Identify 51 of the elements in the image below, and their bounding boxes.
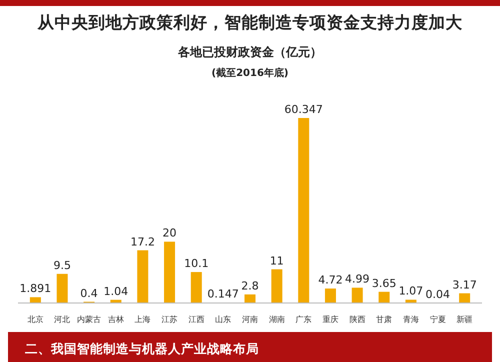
- bar: [271, 269, 282, 303]
- data-label: 0.147: [207, 288, 239, 301]
- bar: [459, 293, 470, 303]
- x-tick-label: 河北: [54, 315, 70, 324]
- bar: [405, 300, 416, 303]
- x-tick-label: 新疆: [456, 315, 473, 324]
- bar: [378, 292, 390, 303]
- x-tick-label: 江西: [188, 315, 204, 324]
- data-label: 10.1: [184, 257, 209, 270]
- chart-title: 从中央到地方政策利好，智能制造专项资金支持力度加大: [36, 13, 464, 32]
- text: 二、我国智能制造与机器人产业战略布局: [25, 341, 259, 356]
- bar: [244, 294, 256, 303]
- data-label: 3.65: [372, 276, 396, 290]
- x-tick-label: 江苏: [162, 315, 178, 324]
- x-tick-label: 宁夏: [430, 315, 446, 324]
- x-tick-label: 甘肃: [376, 315, 392, 324]
- bar: [352, 288, 363, 303]
- x-tick-label: 青海: [402, 315, 419, 324]
- text: (截至2016年底): [212, 67, 288, 79]
- data-label: 11: [270, 254, 284, 268]
- bar: [164, 242, 176, 303]
- bar: [298, 118, 310, 303]
- x-tick-label: 北京: [27, 315, 44, 324]
- x-tick-label: 河南: [242, 315, 258, 324]
- x-tick-label: 吉林: [108, 315, 124, 324]
- data-label: 1.891: [20, 282, 52, 296]
- x-tick-label: 内蒙古: [77, 315, 102, 324]
- x-tick-label: 陕西: [349, 315, 366, 324]
- chart-subtitle: 各地已投财政资金（亿元）: [177, 45, 322, 59]
- bar: [137, 250, 148, 303]
- bar: [30, 297, 41, 303]
- data-label: 4.99: [345, 272, 370, 286]
- x-tick-label: 山东: [215, 315, 232, 324]
- data-label: 4.72: [318, 274, 343, 287]
- bar: [324, 288, 336, 303]
- bar: [56, 274, 68, 303]
- data-label: 0.4: [80, 286, 98, 300]
- data-label: 1.07: [398, 284, 424, 298]
- data-label: 3.17: [452, 278, 477, 292]
- bar: [190, 272, 202, 303]
- data-label: 20: [162, 226, 177, 240]
- x-tick-label: 广东: [296, 315, 312, 324]
- data-label: 17.2: [130, 235, 155, 248]
- data-label: 60.347: [284, 103, 323, 116]
- x-tick-label: 湖南: [268, 315, 285, 324]
- data-label: 1.04: [104, 284, 128, 298]
- data-label: 2.8: [241, 279, 259, 292]
- data-label: 9.5: [53, 258, 71, 272]
- x-tick-label: 重庆: [322, 315, 338, 324]
- x-tick-label: 上海: [134, 315, 151, 324]
- data-label: 0.04: [426, 288, 450, 301]
